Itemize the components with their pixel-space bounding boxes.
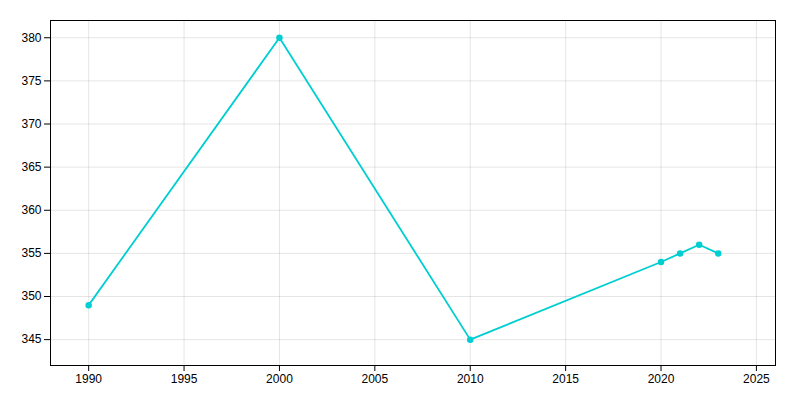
svg-text:2025: 2025 xyxy=(743,372,770,386)
svg-text:365: 365 xyxy=(21,160,41,174)
svg-text:370: 370 xyxy=(21,117,41,131)
svg-text:375: 375 xyxy=(21,74,41,88)
svg-text:345: 345 xyxy=(21,332,41,346)
svg-text:2015: 2015 xyxy=(552,372,579,386)
svg-text:1990: 1990 xyxy=(75,372,102,386)
svg-text:2000: 2000 xyxy=(266,372,293,386)
svg-text:1995: 1995 xyxy=(171,372,198,386)
svg-text:2020: 2020 xyxy=(648,372,675,386)
svg-text:2005: 2005 xyxy=(361,372,388,386)
svg-text:380: 380 xyxy=(21,31,41,45)
svg-text:355: 355 xyxy=(21,246,41,260)
svg-text:2010: 2010 xyxy=(457,372,484,386)
svg-text:360: 360 xyxy=(21,203,41,217)
svg-text:350: 350 xyxy=(21,289,41,303)
